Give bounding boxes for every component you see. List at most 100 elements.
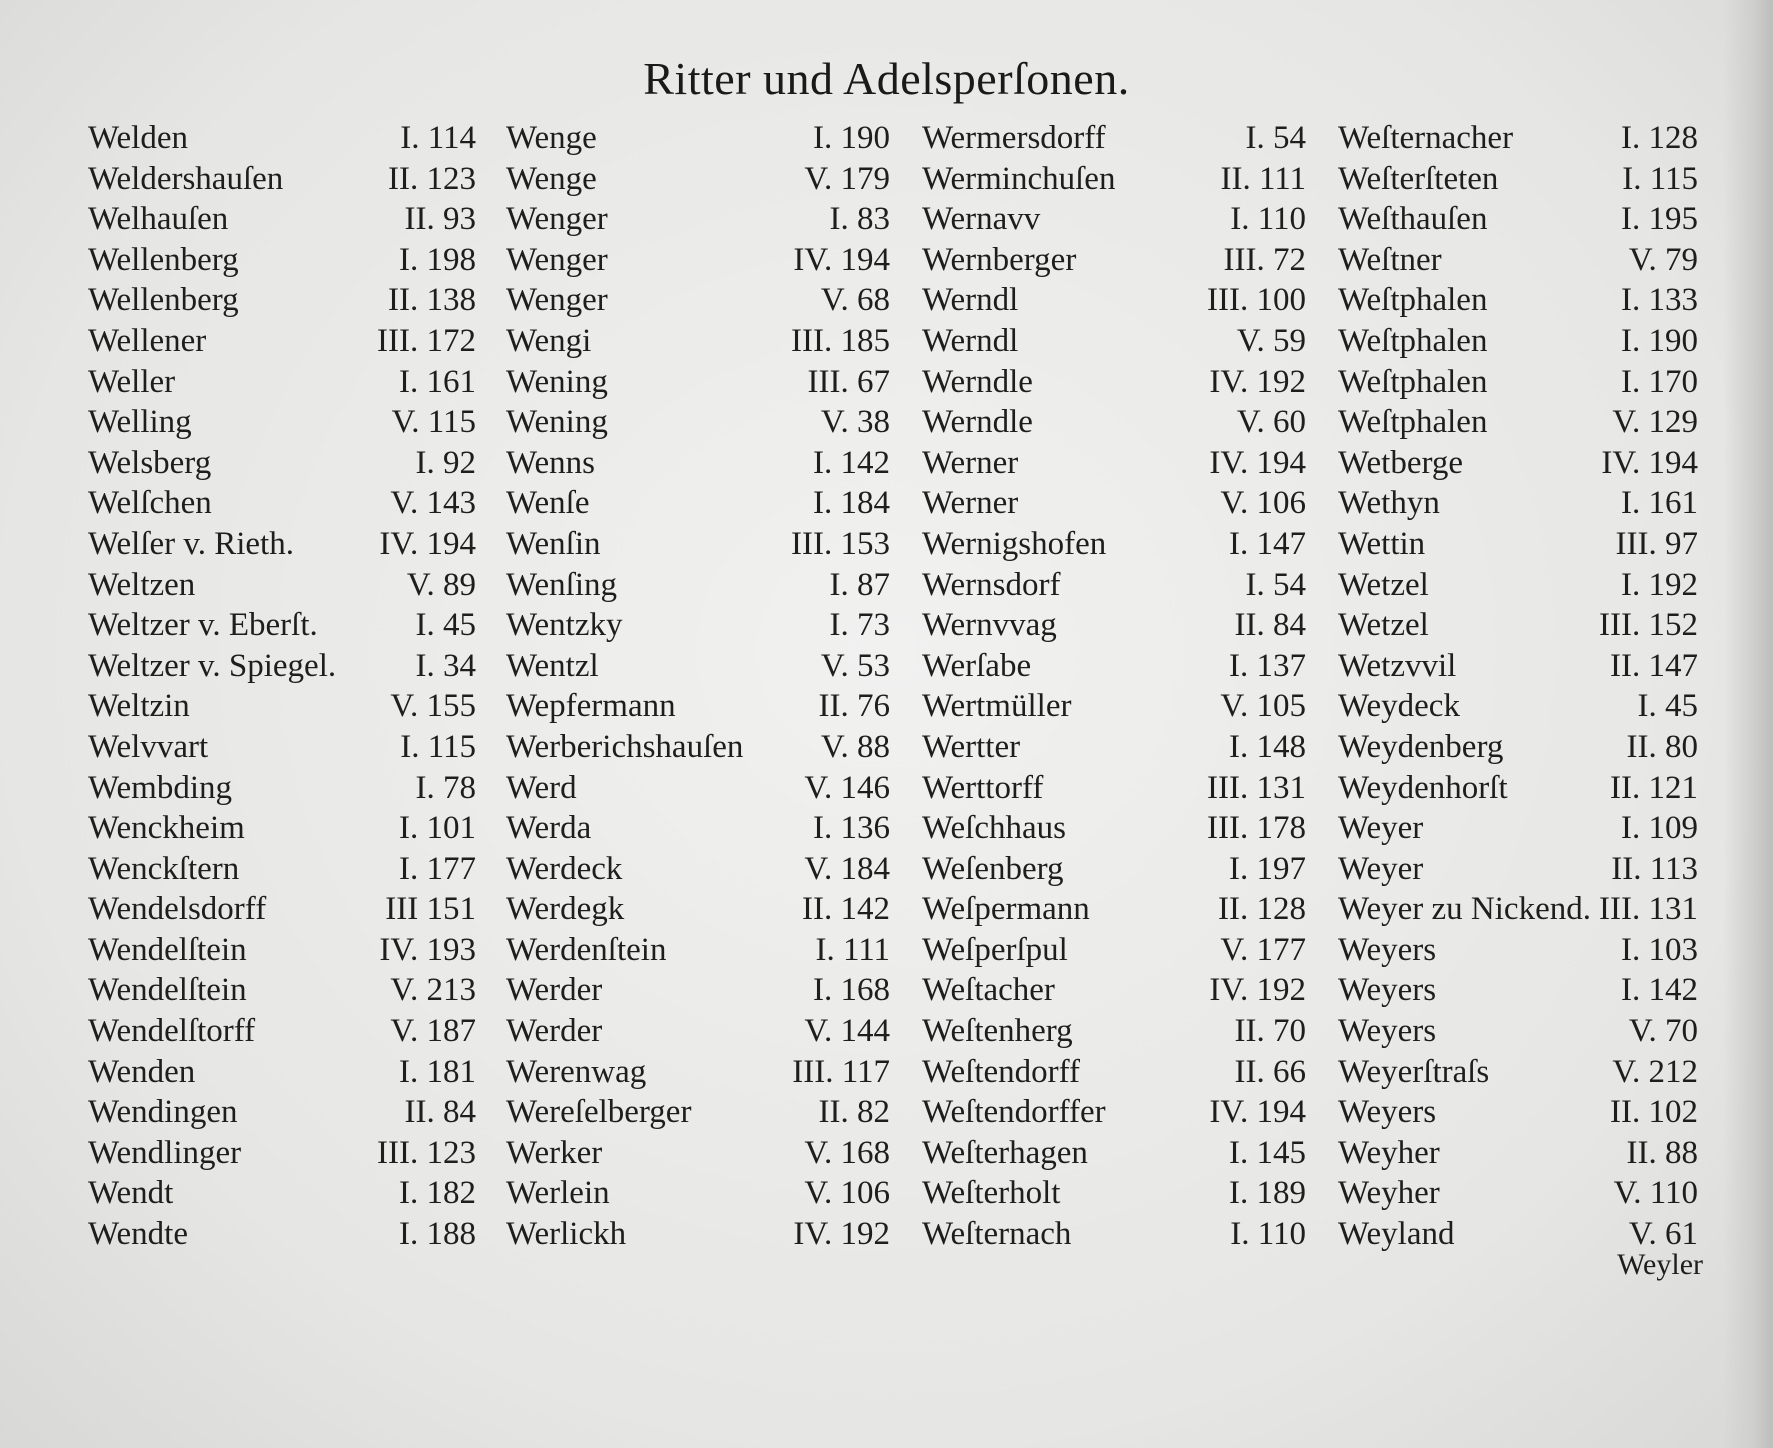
entry-name: Wenden [88, 1053, 196, 1090]
entry-name: Weſperſpul [922, 931, 1068, 968]
entry-reference: IV. 194 [1209, 1094, 1306, 1131]
entry-reference: I. 142 [1621, 972, 1698, 1009]
index-entry: Weltzer v. Spiegel. I. 34 [88, 646, 476, 687]
entry-reference: V. 146 [804, 769, 890, 806]
index-entry: Wendte I. 188 [88, 1214, 476, 1255]
entry-reference: V. 212 [1612, 1053, 1698, 1090]
index-entry: Weyland V. 61 [1338, 1214, 1698, 1255]
entry-name: Werker [506, 1134, 603, 1171]
page-edge-shadow [1723, 0, 1773, 1448]
entry-name: Weyer [1338, 850, 1424, 887]
index-entry: Werd V. 146 [506, 768, 890, 809]
entry-name: Werndl [922, 282, 1019, 319]
entry-reference: V. 105 [1220, 688, 1306, 725]
entry-reference: V. 70 [1628, 1013, 1698, 1050]
entry-name: Welhauſen [88, 201, 229, 238]
index-entry: Wenden I. 181 [88, 1052, 476, 1093]
entry-reference: I. 188 [399, 1216, 476, 1253]
index-entry: Wentzl V. 53 [506, 646, 890, 687]
entry-reference: III. 72 [1223, 241, 1306, 278]
entry-name: Wetzvvil [1338, 647, 1457, 684]
entry-name: Werd [506, 769, 577, 806]
entry-name: Wertmüller [922, 688, 1072, 725]
entry-name: Weſternach [922, 1216, 1072, 1253]
entry-reference: V. 59 [1236, 322, 1306, 359]
index-entry: Werttorff III. 131 [922, 768, 1306, 809]
index-entry: Weyher V. 110 [1338, 1173, 1698, 1214]
index-entry: Werberichshauſen V. 88 [506, 727, 890, 768]
index-entry: Werenwag III. 117 [506, 1052, 890, 1093]
entry-reference: V. 106 [804, 1175, 890, 1212]
entry-reference: V. 213 [390, 972, 476, 1009]
entry-name: Weſpermann [922, 891, 1090, 928]
entry-name: Werenwag [506, 1053, 647, 1090]
index-entry: Werdegk II. 142 [506, 889, 890, 930]
index-entry: Weſterholt I. 189 [922, 1173, 1306, 1214]
entry-reference: I. 115 [1622, 160, 1698, 197]
entry-reference: II. 142 [802, 891, 890, 928]
catchword: Weyler [1617, 1248, 1703, 1281]
entry-reference: I. 111 [815, 931, 890, 968]
entry-name: Wendelſtorff [88, 1013, 256, 1050]
entry-reference: IV. 192 [1209, 972, 1306, 1009]
entry-reference: III. 97 [1615, 525, 1698, 562]
entry-name: Weſternacher [1338, 120, 1514, 156]
index-column-2: Wenge I. 190 Wenge V. 179 Wenger I. 83 Wenger I… [506, 118, 890, 1255]
entry-reference: III. 131 [1599, 891, 1698, 928]
entry-reference: III. 172 [377, 322, 476, 359]
entry-name: Werndle [922, 404, 1033, 441]
index-entry: Wernsdorf I. 54 [922, 565, 1306, 606]
entry-name: Weſtphalen [1338, 404, 1488, 441]
entry-name: Wengi [506, 322, 592, 359]
index-entry: Weltzin V. 155 [88, 686, 476, 727]
index-entry: Weſtphalen I. 170 [1338, 362, 1698, 403]
entry-name: Weldershauſen [88, 160, 284, 197]
index-entry: Wenger V. 68 [506, 280, 890, 321]
index-entry: Wethyn I. 161 [1338, 483, 1698, 524]
index-entry: Weſtacher IV. 192 [922, 970, 1306, 1011]
index-entry: Wenckſtern I. 177 [88, 849, 476, 890]
entry-name: Wernberger [922, 241, 1077, 278]
entry-name: Weyer [1338, 810, 1424, 847]
entry-reference: I. 170 [1621, 363, 1698, 400]
entry-reference: V. 115 [391, 404, 476, 441]
entry-reference: I. 78 [415, 769, 477, 806]
entry-name: Weydenberg [1338, 728, 1504, 765]
index-entry: Weltzer v. Eberſt. I. 45 [88, 605, 476, 646]
index-entry: Weyer I. 109 [1338, 808, 1698, 849]
entry-reference: II. 80 [1626, 728, 1698, 765]
index-entry: Wepfermann II. 76 [506, 686, 890, 727]
entry-reference: IV. 192 [793, 1216, 890, 1253]
index-entry: Wenſin III. 153 [506, 524, 890, 565]
entry-name: Wenckheim [88, 810, 245, 847]
entry-reference: I. 168 [813, 972, 890, 1009]
entry-reference: V. 110 [1613, 1175, 1698, 1212]
index-column-4: Weſternacher I. 128 Weſterſteten I. 115 Weſt… [1338, 118, 1698, 1255]
index-entry: Weyers II. 102 [1338, 1092, 1698, 1133]
index-entry: Wentzky I. 73 [506, 605, 890, 646]
entry-reference: I. 110 [1230, 1216, 1306, 1253]
entry-reference: III. 67 [807, 363, 890, 400]
entry-name: Werdeck [506, 850, 623, 887]
entry-name: Wenge [506, 120, 597, 156]
entry-reference: II. 66 [1234, 1053, 1306, 1090]
entry-name: Wenſe [506, 485, 590, 522]
entry-reference: II. 84 [404, 1094, 476, 1131]
entry-reference: V. 106 [1220, 485, 1306, 522]
entry-reference: I. 189 [1229, 1175, 1306, 1212]
index-entry: Welling V. 115 [88, 402, 476, 443]
index-entry: Wenſe I. 184 [506, 483, 890, 524]
entry-reference: I. 145 [1229, 1134, 1306, 1171]
index-entry: Werminchuſen II. 111 [922, 159, 1306, 200]
index-entry: Wendelſtein V. 213 [88, 970, 476, 1011]
entry-name: Welſer v. Rieth. [88, 525, 294, 562]
entry-reference: I. 161 [399, 363, 476, 400]
index-entry: Werda I. 136 [506, 808, 890, 849]
entry-name: Wening [506, 363, 608, 400]
index-entry: Wernigshofen I. 147 [922, 524, 1306, 565]
entry-reference: I. 45 [415, 607, 477, 644]
index-entry: Weſtenherg II. 70 [922, 1011, 1306, 1052]
entry-name: Weyer zu Nickend. [1338, 891, 1591, 928]
entry-name: Wermersdorff [922, 120, 1106, 156]
entry-reference: IV. 192 [1209, 363, 1306, 400]
